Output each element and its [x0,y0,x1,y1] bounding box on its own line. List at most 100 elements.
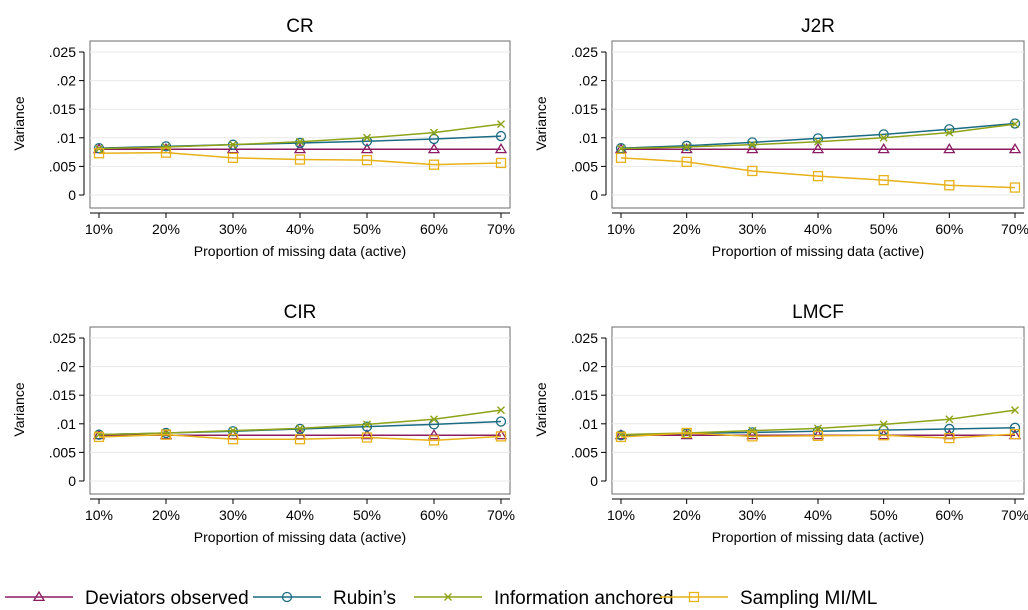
legend: Deviators observed Rubin’s Information anc… [5,588,877,609]
x-axis-label: Proportion of missing data (active) [194,243,406,259]
legend-label: Deviators observed [85,588,249,609]
data-point-square-marker [1009,428,1021,440]
data-point-square-marker [944,432,955,444]
data-point-x-marker [617,144,625,153]
data-point-triangle-marker [680,142,693,154]
series-line [98,151,502,166]
data-point-circle-marker [294,137,306,149]
data-point-square-marker [495,157,507,169]
data-point-x-marker [363,133,371,142]
data-point-x-marker [748,140,757,149]
y-tick-label: .015 [49,101,76,117]
x-tick-label: 10% [85,507,113,523]
data-point-circle-marker [428,133,440,145]
legend-item-rubin-s: Rubin’s [253,588,396,609]
y-tick-label: .025 [571,330,598,346]
data-point-square-marker [747,165,758,177]
series-information-anchored [95,406,505,439]
panels: CR .025 .02 .015 .01 .005 0 Variance 10% 20% 30% 40… [11,16,1028,545]
panel-title: J2R [801,16,835,37]
y-tick-label: .02 [579,73,599,89]
data-point-x-marker [229,426,237,435]
legend-label: Information anchored [494,588,674,609]
data-point-square-marker [294,434,306,445]
data-point-x-marker [296,424,304,433]
x-tick-label: 70% [1001,507,1028,523]
x-tick-label: 30% [219,507,247,523]
series-information-anchored [617,120,1019,153]
data-point-triangle-marker [943,142,956,154]
data-point-triangle-marker [494,428,508,440]
data-point-x-marker [296,137,304,146]
data-point-triangle-marker [1008,142,1022,154]
data-point-square-marker [681,427,692,439]
x-tick-label: 40% [286,221,314,237]
x-tick-label: 40% [804,507,832,523]
legend-item-deviators-observed: Deviators observed [5,588,249,609]
legend-item-information-anchored: Information anchored [414,588,674,609]
x-tick-label: 10% [85,221,113,237]
data-point-circle-marker [361,421,373,432]
panel-title: CR [286,16,313,37]
data-point-square-marker [1009,182,1021,193]
series-rubin-s [615,118,1021,154]
y-tick-label: .015 [49,387,76,403]
data-point-square-marker [681,156,692,167]
data-point-circle-marker [681,140,692,151]
y-tick-label: .02 [579,359,599,375]
y-tick-label: .025 [49,330,76,346]
data-point-square-marker [944,180,955,191]
data-point-square-marker [361,432,373,443]
data-point-triangle-marker [427,428,441,440]
data-point-circle-marker [944,124,955,135]
y-tick-label: 0 [590,187,598,203]
x-tick-label: 50% [353,221,381,237]
data-point-square-marker [160,429,172,440]
x-tick-label: 20% [152,221,180,237]
data-point-triangle-marker [494,142,508,154]
panel-title: LMCF [792,302,844,323]
data-point-square-marker [361,154,373,166]
data-point-x-marker [945,415,954,424]
x-tick-label: 30% [738,507,766,523]
x-axis-label: Proportion of missing data (active) [712,529,924,545]
y-tick-label: .005 [571,444,598,460]
data-point-square-marker [878,430,889,441]
series-line [620,432,1016,439]
data-point-x-marker [682,142,691,151]
data-point-circle-marker [878,129,889,140]
y-tick-label: .01 [57,130,77,146]
y-tick-label: .01 [579,416,599,432]
x-tick-label: 70% [1001,221,1028,237]
data-point-circle-marker [1009,118,1021,129]
data-point-circle-marker [1009,422,1021,433]
data-point-square-marker [227,434,239,445]
y-tick-label: .005 [571,158,598,174]
plot-area [89,326,511,495]
data-point-x-marker [945,128,954,137]
y-axis-label: Variance [11,96,27,150]
data-point-x-marker [814,137,822,146]
x-tick-label: 50% [870,507,898,523]
y-axis-label: Variance [533,96,549,150]
data-point-x-marker [430,128,438,137]
legend-square-marker [688,591,700,603]
data-point-triangle-marker [811,142,825,154]
y-axis-label: Variance [533,382,549,436]
y-tick-label: .02 [57,73,77,89]
data-point-square-marker [160,147,172,158]
chart-panel-cir: CIR .025 .02 .015 .01 .005 0 Variance 10% 20% 30% 4… [11,302,515,545]
data-point-triangle-marker [360,428,374,440]
chart-panel-j2r: J2R .025 .02 .015 .01 .005 0 Variance 10% 20% 30% 4… [533,16,1028,259]
series-line [620,157,1016,189]
y-tick-label: 0 [590,473,598,489]
data-point-circle-marker [812,133,824,144]
series-sampling-mi-ml [93,429,507,446]
x-tick-label: 20% [673,507,701,523]
chart-panel-lmcf: LMCF .025 .02 .015 .01 .005 0 Variance 10% 20% 30%… [533,302,1028,545]
y-tick-label: .01 [579,130,599,146]
y-tick-label: .01 [57,416,77,432]
x-tick-label: 20% [673,221,701,237]
legend-item-sampling-mi-ml: Sampling MI/ML [660,588,877,609]
